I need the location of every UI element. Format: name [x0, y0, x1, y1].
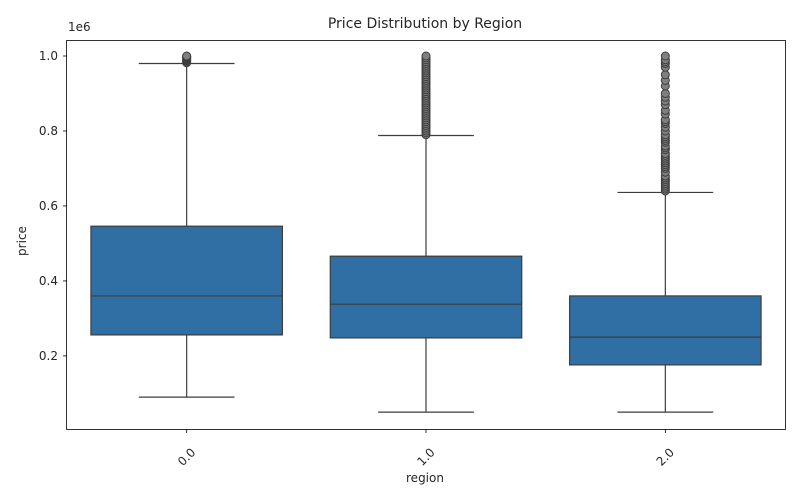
x-axis-label: region: [406, 471, 444, 485]
y-offset-label: 1e6: [68, 20, 91, 34]
box-group: [90, 51, 283, 398]
outlier-point: [182, 51, 192, 61]
x-tick-label: 2.0: [654, 445, 677, 468]
outlier-point: [660, 51, 670, 61]
box-group: [329, 51, 523, 413]
y-tick-label: 0.4: [39, 274, 58, 288]
outlier-point: [421, 51, 431, 61]
outlier-point: [660, 88, 670, 98]
y-axis-label: price: [15, 226, 29, 256]
box-series: [90, 51, 762, 413]
x-tick-label: 0.0: [175, 445, 198, 468]
y-tick-label: 1.0: [39, 49, 58, 63]
box-group: [568, 51, 762, 413]
iqr-box: [90, 225, 283, 336]
outlier-point: [660, 70, 670, 80]
plot-area-frame: [66, 40, 786, 430]
x-tick-label: 1.0: [414, 445, 437, 468]
iqr-box: [329, 255, 523, 339]
y-tick-label: 0.2: [39, 349, 58, 363]
iqr-box: [568, 295, 762, 366]
y-tick-label: 0.8: [39, 124, 58, 138]
y-axis-ticks: 0.2 0.4 0.6 0.8 1.0: [39, 49, 67, 363]
chart-title: Price Distribution by Region: [328, 16, 522, 32]
x-axis-ticks: 0.0 1.0 2.0: [175, 429, 677, 469]
y-tick-label: 0.6: [39, 199, 58, 213]
